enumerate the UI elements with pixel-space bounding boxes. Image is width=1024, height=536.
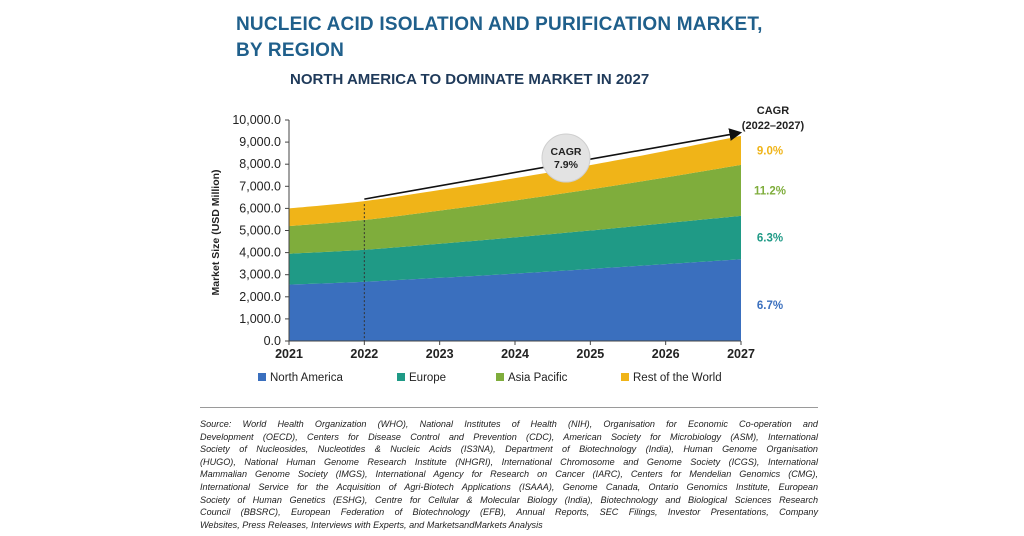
- x-tick-label: 2026: [652, 347, 680, 361]
- x-tick-label: 2021: [275, 347, 303, 361]
- cagr-value-europe: 6.3%: [757, 233, 783, 245]
- overall-cagr-label: CAGR: [551, 146, 582, 158]
- area-series-europe: [289, 215, 741, 285]
- legend-swatch-asia-pacific: [496, 373, 504, 381]
- y-tick-label: 7,000.0: [239, 179, 281, 193]
- source-line: Society of Nucleosides, Nucleotides & Nu…: [200, 444, 818, 455]
- source-line: Source: World Health Organization (WHO),…: [200, 419, 818, 429]
- stacked-area-chart: 0.0 1,000.0 2,000.0 3,000.0 4,000.0 5,000.0 6,…: [210, 105, 805, 384]
- x-tick-label: 2027: [727, 347, 755, 361]
- legend-label-asia-pacific: Asia Pacific: [508, 372, 568, 384]
- y-tick-label: 6,000.0: [239, 201, 281, 215]
- legend-swatch-rest-of-the-world: [621, 373, 629, 381]
- x-tick-label: 2022: [350, 347, 378, 361]
- source-line: Society of Human Genetics (ESHG), Centre…: [200, 494, 818, 505]
- source-line: (HUGO), National Human Genome Research I…: [200, 456, 818, 467]
- area-series-asia-pacific: [289, 164, 741, 254]
- chart-subtitle: NORTH AMERICA TO DOMINATE MARKET IN 2027: [290, 71, 650, 88]
- chart-title-line-2: BY REGION: [236, 40, 345, 61]
- cagr-value-rest-of-the-world: 9.0%: [757, 145, 783, 157]
- y-tick-label: 10,000.0: [232, 113, 281, 127]
- y-tick-label: 2,000.0: [239, 290, 281, 304]
- source-divider: [200, 407, 818, 408]
- chart-title-line-1: NUCLEIC ACID ISOLATION AND PURIFICATION …: [236, 14, 763, 35]
- area-layers: [289, 135, 741, 341]
- x-tick-label: 2025: [576, 347, 604, 361]
- cagr-value-asia-pacific: 11.2%: [754, 185, 786, 197]
- y-tick-label: 4,000.0: [239, 246, 281, 260]
- area-series-rest-of-the-world: [289, 135, 741, 227]
- y-tick-label: 5,000.0: [239, 224, 281, 238]
- cagr-header-line-2: (2022–2027): [742, 120, 805, 132]
- overall-cagr-bubble: [541, 133, 591, 183]
- source-line: Websites, Press Releases, Interviews wit…: [200, 519, 543, 530]
- legend-label-north-america: North America: [270, 372, 343, 384]
- cagr-value-north-america: 6.7%: [757, 300, 783, 312]
- y-tick-label: 9,000.0: [239, 135, 281, 149]
- source-line: Development (OECD), Centers for Disease …: [200, 431, 818, 442]
- axes: 0.0 1,000.0 2,000.0 3,000.0 4,000.0 5,000.0 6,…: [210, 113, 755, 361]
- x-tick-label: 2023: [426, 347, 454, 361]
- y-tick-label: 8,000.0: [239, 157, 281, 171]
- legend-swatch-europe: [397, 373, 405, 381]
- x-tick-label: 2024: [501, 347, 529, 361]
- cagr-header-line-1: CAGR: [757, 105, 789, 117]
- source-line: International Service for the Acquisitio…: [200, 481, 818, 492]
- y-axis-label: Market Size (USD Million): [210, 169, 222, 295]
- source-note: Source: World Health Organization (WHO),…: [200, 418, 818, 531]
- legend: North America Europe Asia Pacific Rest of t…: [258, 372, 722, 384]
- y-tick-label: 0.0: [264, 334, 281, 348]
- chart-title: NUCLEIC ACID ISOLATION AND PURIFICATION …: [236, 12, 763, 64]
- legend-label-rest-of-the-world: Rest of the World: [633, 372, 722, 384]
- area-series-north-america: [289, 259, 741, 341]
- y-tick-label: 1,000.0: [239, 312, 281, 326]
- source-line: Council (BBSRC), European Federation of …: [200, 507, 818, 518]
- legend-label-europe: Europe: [409, 372, 446, 384]
- legend-swatch-north-america: [258, 373, 266, 381]
- source-line: Mammalian Genome Society (IMGS), Interna…: [200, 469, 818, 480]
- y-tick-label: 3,000.0: [239, 268, 281, 282]
- overall-cagr-value: 7.9%: [554, 159, 579, 171]
